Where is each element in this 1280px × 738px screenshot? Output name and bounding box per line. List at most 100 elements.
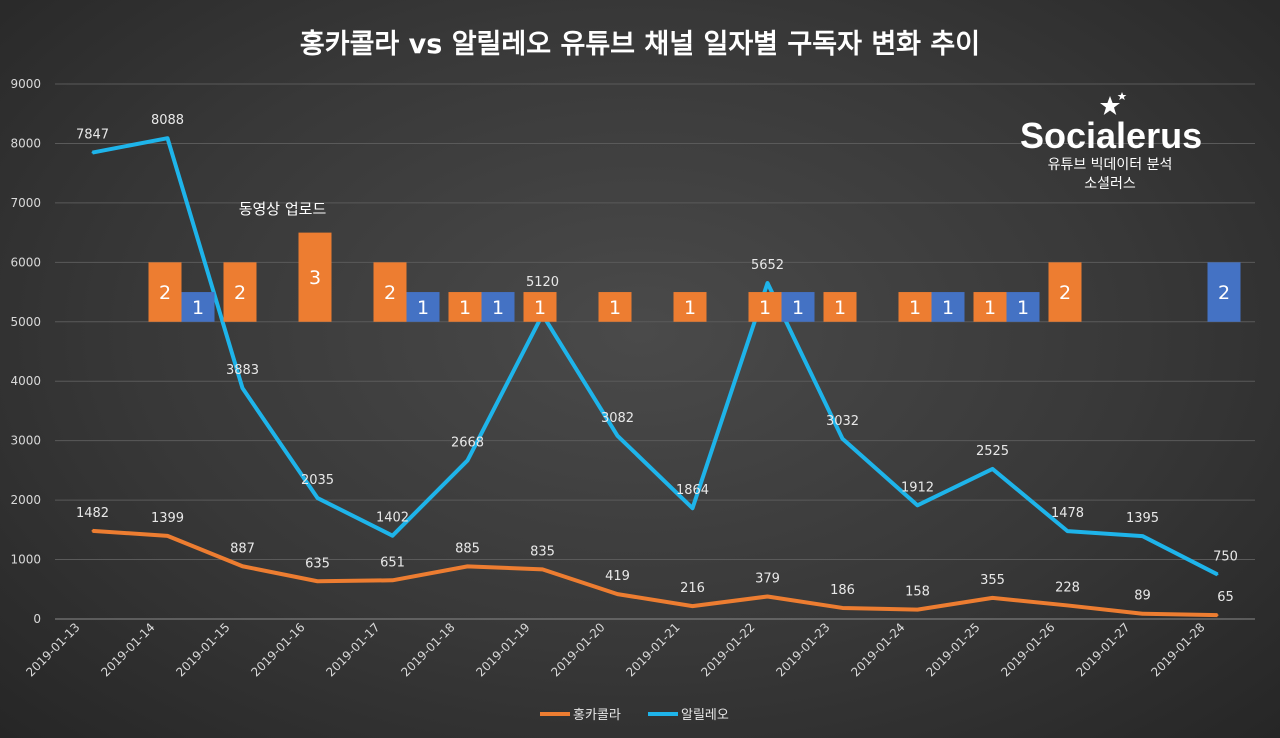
- data-point: [166, 137, 169, 140]
- data-point: [766, 282, 769, 285]
- data-label: 158: [905, 585, 930, 600]
- y-tick-label: 8000: [10, 136, 41, 150]
- data-label: 2668: [451, 435, 484, 450]
- data-label: 1864: [676, 483, 709, 498]
- data-point: [691, 605, 694, 608]
- upload-bar-hongcacola: [223, 262, 257, 322]
- data-point: [841, 606, 844, 609]
- y-tick-label: 4000: [10, 374, 41, 388]
- upload-bar-hongcacola: [898, 292, 932, 322]
- x-tick-label: 2019-01-23: [773, 620, 832, 679]
- data-point: [616, 593, 619, 596]
- upload-bar-alileo: [181, 292, 215, 322]
- star-icon: [1100, 92, 1127, 115]
- data-label: 228: [1055, 580, 1080, 595]
- legend-label: 알릴레오: [681, 708, 729, 723]
- y-tick-label: 1000: [10, 553, 41, 567]
- upload-bar-hongcacola: [373, 262, 407, 322]
- data-point: [841, 437, 844, 440]
- upload-bar-alileo: [781, 292, 815, 322]
- upload-count-label: 3: [309, 267, 321, 289]
- upload-count-label: 1: [909, 297, 921, 319]
- upload-bar-hongcacola: [148, 262, 182, 322]
- data-label: 5120: [526, 275, 559, 290]
- upload-annotation: 동영상 업로드: [239, 200, 327, 218]
- x-tick-label: 2019-01-27: [1073, 620, 1132, 679]
- data-point: [541, 568, 544, 571]
- data-label: 419: [605, 569, 630, 584]
- x-tick-label: 2019-01-17: [323, 620, 382, 679]
- x-tick-label: 2019-01-21: [623, 620, 682, 679]
- x-tick-label: 2019-01-20: [548, 620, 607, 679]
- y-tick-label: 3000: [10, 434, 41, 448]
- data-point: [91, 529, 94, 532]
- x-tick-label: 2019-01-22: [698, 620, 757, 679]
- data-point: [1066, 604, 1069, 607]
- legend-label: 홍카콜라: [573, 708, 621, 723]
- y-tick-label: 0: [33, 612, 41, 626]
- data-label: 835: [530, 544, 555, 559]
- upload-count-label: 1: [792, 297, 804, 319]
- upload-bar-alileo: [406, 292, 440, 322]
- x-tick-label: 2019-01-24: [848, 620, 907, 679]
- x-tick-label: 2019-01-15: [173, 620, 232, 679]
- data-label: 1395: [1126, 511, 1159, 526]
- data-point: [1216, 614, 1219, 617]
- data-label: 186: [830, 583, 855, 598]
- data-label: 3883: [226, 363, 259, 378]
- data-label: 635: [305, 556, 330, 571]
- data-point: [916, 504, 919, 507]
- x-tick-label: 2019-01-19: [473, 620, 532, 679]
- logo-line1: 유튜브 빅데이터 분석: [1047, 157, 1173, 173]
- data-label: 1402: [376, 511, 409, 526]
- upload-count-label: 2: [1218, 282, 1230, 304]
- data-label: 379: [755, 571, 780, 586]
- data-point: [991, 467, 994, 470]
- data-point: [1141, 612, 1144, 615]
- upload-bar-alileo: [1207, 262, 1241, 322]
- data-point: [766, 595, 769, 598]
- data-label: 216: [680, 581, 705, 596]
- upload-bar-hongcacola: [748, 292, 782, 322]
- data-label: 1482: [76, 506, 109, 521]
- y-tick-label: 5000: [10, 315, 41, 329]
- data-point: [916, 608, 919, 611]
- data-label: 750: [1213, 549, 1238, 564]
- upload-count-label: 2: [1059, 282, 1071, 304]
- data-label: 2035: [301, 473, 334, 488]
- upload-count-label: 1: [192, 297, 204, 319]
- data-point: [166, 534, 169, 537]
- y-tick-label: 9000: [10, 77, 41, 91]
- data-point: [241, 387, 244, 390]
- data-label: 89: [1134, 589, 1151, 604]
- upload-count-label: 2: [384, 282, 396, 304]
- data-label: 355: [980, 573, 1005, 588]
- data-point: [1141, 535, 1144, 538]
- data-label: 2525: [976, 444, 1009, 459]
- x-tick-label: 2019-01-28: [1148, 620, 1207, 679]
- series-line-hongcacola: [92, 528, 1218, 618]
- data-point: [466, 459, 469, 462]
- data-label: 1912: [901, 480, 934, 495]
- x-tick-label: 2019-01-14: [98, 620, 157, 679]
- upload-count-label: 1: [609, 297, 621, 319]
- upload-bar-alileo: [1006, 292, 1040, 322]
- data-point: [316, 497, 319, 500]
- x-tick-label: 2019-01-16: [248, 620, 307, 679]
- upload-count-label: 1: [984, 297, 996, 319]
- data-label: 8088: [151, 113, 184, 128]
- data-point: [391, 579, 394, 582]
- series-line-alileo: [92, 136, 1219, 577]
- upload-count-label: 1: [834, 297, 846, 319]
- x-tick-label: 2019-01-26: [998, 620, 1057, 679]
- x-tick-label: 2019-01-25: [923, 620, 982, 679]
- upload-bar-hongcacola: [1048, 262, 1082, 322]
- upload-count-label: 1: [942, 297, 954, 319]
- upload-bar-hongcacola: [298, 232, 332, 322]
- data-point: [466, 565, 469, 568]
- upload-count-label: 1: [759, 297, 771, 319]
- data-point: [691, 507, 694, 510]
- x-tick-label: 2019-01-18: [398, 620, 457, 679]
- upload-count-label: 2: [159, 282, 171, 304]
- upload-bar-hongcacola: [523, 292, 557, 322]
